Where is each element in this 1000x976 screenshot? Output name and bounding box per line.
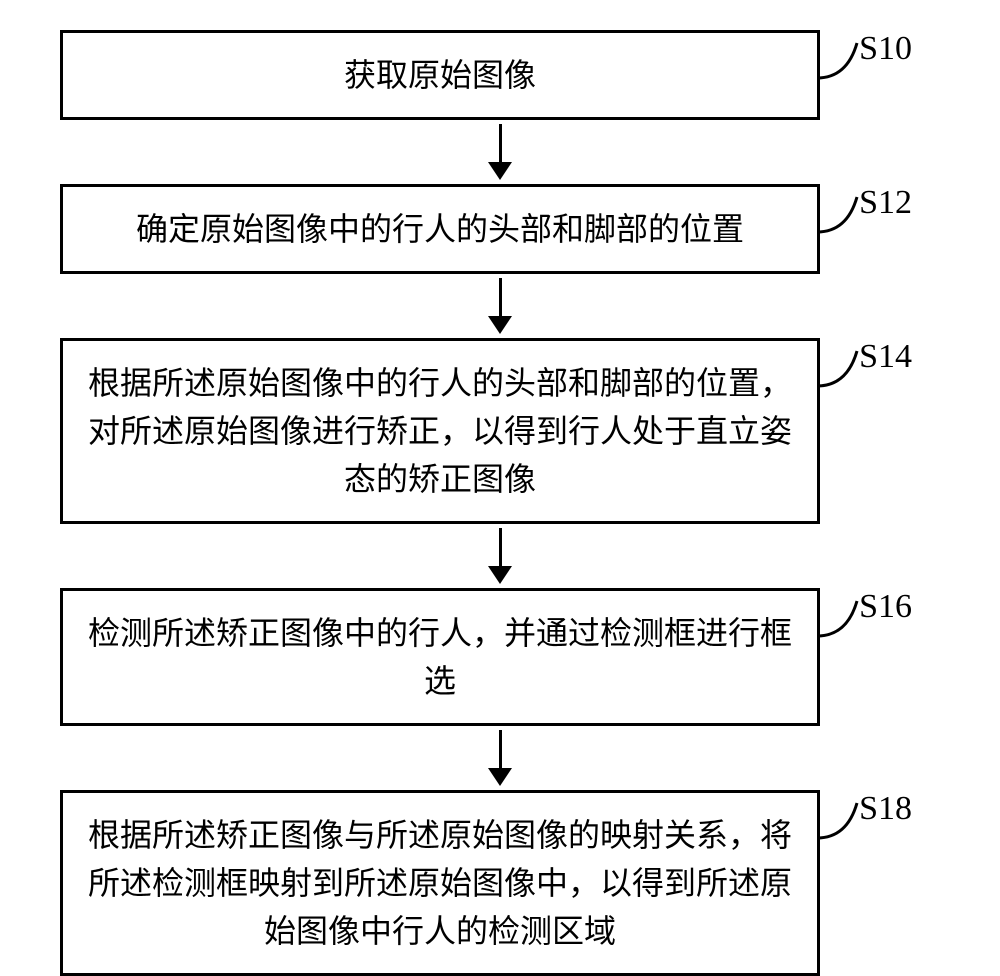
step-box-s18: 根据所述矫正图像与所述原始图像的映射关系，将所述检测框映射到所述原始图像中，以得… <box>60 790 820 976</box>
step-text: 确定原始图像中的行人的头部和脚部的位置 <box>136 211 744 247</box>
step-label: S14 <box>859 331 912 382</box>
step-box-s10: 获取原始图像 S10 <box>60 30 820 120</box>
step-label: S10 <box>859 23 912 74</box>
step-row: 检测所述矫正图像中的行人，并通过检测框进行框选 S16 <box>60 588 940 726</box>
step-row: 确定原始图像中的行人的头部和脚部的位置 S12 <box>60 184 940 274</box>
step-label: S18 <box>859 783 912 834</box>
step-row: 获取原始图像 S10 <box>60 30 940 120</box>
step-row: 根据所述矫正图像与所述原始图像的映射关系，将所述检测框映射到所述原始图像中，以得… <box>60 790 940 976</box>
arrow-down <box>120 278 880 334</box>
step-text: 根据所述原始图像中的行人的头部和脚部的位置，对所述原始图像进行矫正，以得到行人处… <box>88 365 792 497</box>
arrow-down <box>120 528 880 584</box>
arrow-down <box>120 124 880 180</box>
step-text: 检测所述矫正图像中的行人，并通过检测框进行框选 <box>88 615 792 699</box>
step-box-s12: 确定原始图像中的行人的头部和脚部的位置 S12 <box>60 184 820 274</box>
flowchart-container: 获取原始图像 S10 确定原始图像中的行人的头部和脚部的位置 S12 根据所述原… <box>60 30 940 976</box>
arrow-down <box>120 730 880 786</box>
step-text: 获取原始图像 <box>344 57 536 93</box>
step-row: 根据所述原始图像中的行人的头部和脚部的位置，对所述原始图像进行矫正，以得到行人处… <box>60 338 940 524</box>
step-label: S12 <box>859 177 912 228</box>
step-label: S16 <box>859 581 912 632</box>
step-box-s16: 检测所述矫正图像中的行人，并通过检测框进行框选 S16 <box>60 588 820 726</box>
step-box-s14: 根据所述原始图像中的行人的头部和脚部的位置，对所述原始图像进行矫正，以得到行人处… <box>60 338 820 524</box>
step-text: 根据所述矫正图像与所述原始图像的映射关系，将所述检测框映射到所述原始图像中，以得… <box>88 817 792 949</box>
